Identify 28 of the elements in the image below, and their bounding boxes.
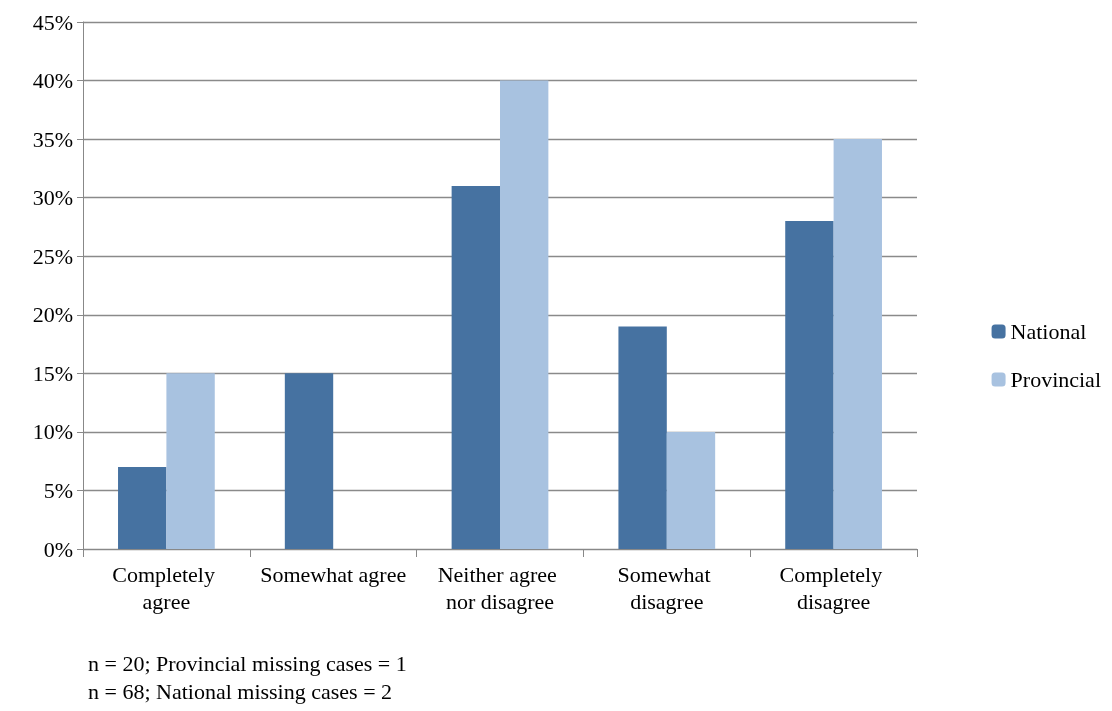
x-tick-label: Somewhat agree bbox=[260, 562, 407, 587]
text: n = 20; Provincial missing cases = 1 bbox=[88, 650, 407, 676]
y-tick-label: 5% bbox=[43, 477, 73, 503]
text: n = 68; National missing cases = 2 bbox=[88, 678, 393, 704]
bar bbox=[166, 373, 215, 549]
x-tick-label: Somewhat disagree bbox=[617, 562, 716, 614]
y-tick-label: 15% bbox=[32, 360, 73, 386]
legend-label: Provincial bbox=[1010, 367, 1102, 392]
y-tick-label: 45% bbox=[32, 9, 73, 35]
y-tick-label: 40% bbox=[32, 68, 73, 94]
y-tick-label: 10% bbox=[32, 419, 73, 445]
bar bbox=[833, 139, 882, 549]
y-tick-label: 25% bbox=[32, 243, 73, 269]
bar bbox=[785, 221, 834, 549]
x-tick-label: Neither agree nor disagree bbox=[437, 562, 563, 614]
y-tick-label: 0% bbox=[43, 536, 73, 562]
legend-label: National bbox=[1010, 319, 1087, 344]
y-tick-label: 35% bbox=[32, 126, 73, 152]
bar bbox=[118, 467, 167, 549]
bar bbox=[500, 80, 549, 549]
y-tick-label: 30% bbox=[32, 185, 73, 211]
x-tick-label: Completely agree bbox=[112, 562, 221, 614]
bar bbox=[284, 373, 334, 549]
bar bbox=[451, 185, 500, 549]
bar bbox=[666, 431, 716, 549]
y-tick-label: 20% bbox=[32, 302, 73, 328]
bar bbox=[618, 326, 667, 549]
x-tick-label: Completely disagree bbox=[779, 562, 888, 614]
